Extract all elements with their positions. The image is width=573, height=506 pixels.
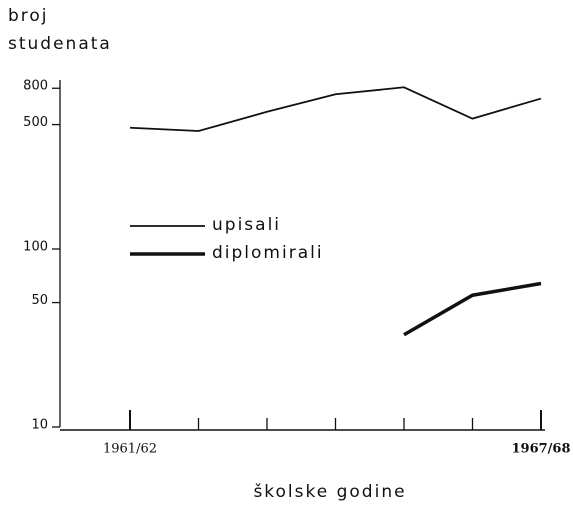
legend-label: upisali (212, 215, 281, 235)
y-tick-label: 100 (23, 240, 48, 255)
y-axis-label: studenata (8, 34, 112, 54)
y-tick-label: 50 (31, 293, 48, 308)
y-tick-label: 10 (31, 418, 48, 433)
series-line (129, 86, 542, 132)
y-axis-label: broj (8, 6, 49, 26)
legend-label: diplomirali (212, 243, 324, 263)
y-tick-label: 500 (23, 115, 48, 130)
x-tick-label: 1961/62 (103, 442, 157, 457)
series-line (403, 281, 542, 337)
x-tick-label: 1967/68 (511, 442, 570, 457)
x-axis-label: školske godine (253, 482, 406, 502)
y-tick-label: 800 (23, 79, 48, 94)
